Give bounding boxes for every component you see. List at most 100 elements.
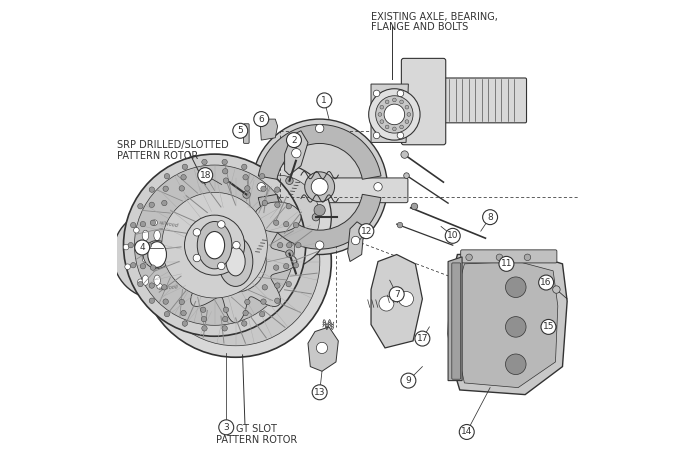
Circle shape (286, 204, 291, 209)
Circle shape (205, 231, 266, 292)
Circle shape (261, 299, 266, 304)
Circle shape (254, 112, 269, 127)
Ellipse shape (148, 242, 167, 267)
Text: EXISTING AXLE, BEARING,: EXISTING AXLE, BEARING, (371, 12, 498, 21)
Circle shape (401, 151, 408, 158)
Circle shape (257, 183, 265, 191)
Circle shape (171, 225, 176, 230)
Text: 16: 16 (540, 278, 552, 287)
Circle shape (123, 154, 306, 336)
Circle shape (241, 321, 247, 326)
Circle shape (201, 316, 206, 322)
Text: 4: 4 (139, 243, 145, 252)
Text: 12: 12 (360, 226, 372, 236)
Circle shape (359, 224, 374, 239)
Circle shape (164, 174, 169, 179)
Polygon shape (448, 252, 567, 395)
Circle shape (373, 132, 380, 139)
Circle shape (380, 106, 384, 109)
Ellipse shape (142, 253, 148, 263)
FancyBboxPatch shape (461, 250, 557, 263)
Circle shape (293, 262, 299, 268)
Circle shape (198, 168, 213, 183)
Ellipse shape (154, 253, 160, 263)
Circle shape (243, 236, 251, 243)
Circle shape (261, 186, 266, 191)
Circle shape (244, 186, 250, 191)
Circle shape (164, 311, 169, 317)
Circle shape (286, 242, 292, 248)
Circle shape (274, 265, 279, 270)
Ellipse shape (197, 221, 232, 269)
Polygon shape (285, 131, 308, 175)
Text: 17: 17 (416, 334, 428, 343)
Circle shape (378, 113, 382, 116)
Circle shape (182, 164, 188, 170)
Circle shape (243, 175, 248, 180)
Circle shape (316, 241, 324, 249)
Circle shape (125, 264, 130, 269)
Circle shape (376, 96, 413, 133)
Circle shape (312, 178, 328, 195)
Circle shape (138, 204, 143, 209)
Circle shape (138, 282, 143, 287)
Circle shape (393, 127, 396, 131)
Text: 5: 5 (237, 126, 243, 135)
Ellipse shape (154, 275, 160, 285)
Circle shape (385, 125, 389, 129)
Polygon shape (348, 222, 364, 262)
Wedge shape (258, 125, 381, 179)
Circle shape (286, 133, 302, 148)
Circle shape (149, 283, 155, 288)
Circle shape (241, 164, 247, 170)
Circle shape (407, 113, 411, 116)
Circle shape (181, 175, 186, 180)
Text: 9: 9 (405, 376, 412, 385)
Circle shape (274, 298, 280, 304)
Circle shape (134, 165, 295, 325)
FancyBboxPatch shape (421, 78, 526, 123)
Circle shape (262, 200, 267, 206)
Circle shape (286, 250, 293, 257)
Circle shape (274, 202, 280, 207)
Circle shape (415, 331, 430, 346)
Circle shape (163, 186, 169, 191)
Polygon shape (150, 208, 183, 301)
Circle shape (140, 166, 331, 357)
Ellipse shape (154, 230, 160, 241)
Circle shape (223, 178, 229, 184)
Text: 15: 15 (542, 322, 554, 332)
Circle shape (274, 187, 280, 192)
Ellipse shape (142, 275, 148, 285)
Circle shape (496, 254, 503, 261)
Circle shape (385, 100, 389, 104)
Circle shape (218, 220, 225, 228)
Circle shape (146, 242, 152, 248)
Text: wilwood: wilwood (159, 284, 179, 290)
Wedge shape (258, 194, 381, 249)
Circle shape (151, 177, 320, 346)
Circle shape (505, 354, 526, 375)
Circle shape (274, 220, 279, 226)
Text: PATTERN ROTOR: PATTERN ROTOR (118, 151, 199, 162)
Circle shape (150, 265, 155, 270)
Circle shape (405, 120, 409, 123)
Circle shape (374, 183, 382, 191)
Circle shape (152, 220, 158, 226)
Text: 2: 2 (291, 135, 297, 145)
Polygon shape (448, 257, 462, 381)
Circle shape (223, 307, 229, 312)
Circle shape (373, 90, 380, 97)
Circle shape (150, 220, 155, 226)
Circle shape (260, 174, 265, 179)
Circle shape (316, 342, 328, 354)
Circle shape (200, 307, 206, 312)
Ellipse shape (226, 247, 245, 276)
Text: 11: 11 (500, 259, 512, 269)
Circle shape (260, 311, 265, 317)
Circle shape (218, 262, 225, 270)
Circle shape (401, 373, 416, 388)
Circle shape (499, 256, 514, 271)
Circle shape (184, 240, 190, 245)
Circle shape (201, 169, 206, 174)
